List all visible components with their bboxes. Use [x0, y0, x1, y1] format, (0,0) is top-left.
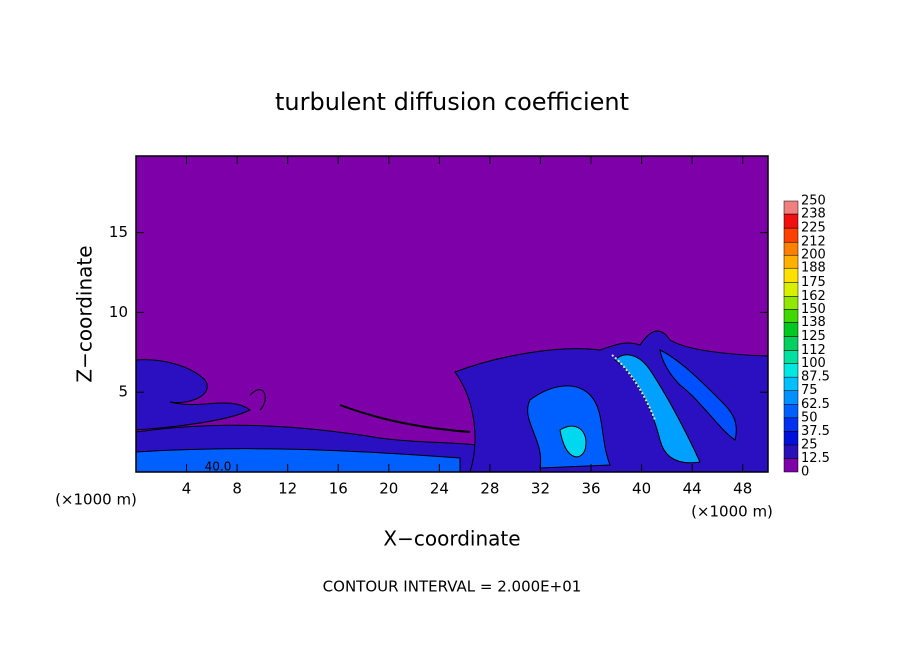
colorbar-label: 225 [801, 221, 826, 236]
x-tick-label: 32 [531, 480, 550, 498]
colorbar-segment [783, 417, 799, 432]
x-unit-label: (×1000 m) [691, 503, 773, 521]
x-tick-label: 20 [379, 480, 398, 498]
colorbar-label: 50 [801, 410, 818, 425]
colorbar-label: 175 [801, 275, 826, 290]
colorbar-label: 12.5 [801, 451, 830, 466]
colorbar-label: 162 [801, 289, 826, 304]
x-tick-label: 16 [329, 480, 348, 498]
colorbar-segment [783, 227, 799, 243]
y-tick-label: 15 [109, 223, 128, 241]
colorbar-segment [783, 350, 799, 364]
colorbar-segment [783, 376, 799, 391]
colorbar-segment [783, 404, 799, 419]
x-axis-title: X−coordinate [383, 527, 520, 551]
x-tick-label: 28 [480, 480, 499, 498]
contour-field [135, 156, 769, 473]
x-tick-label: 36 [581, 480, 600, 498]
y-tick-label: 5 [118, 383, 128, 401]
colorbar-segment [783, 200, 799, 215]
colorbar-label: 250 [801, 194, 826, 209]
footer-note: CONTOUR INTERVAL = 2.000E+01 [323, 578, 582, 596]
x-tick-label: 44 [683, 480, 702, 498]
colorbar-label: 138 [801, 315, 826, 330]
colorbar-segment [783, 296, 799, 310]
colorbar-segment [783, 363, 799, 378]
x-tick-label: 8 [232, 480, 242, 498]
colorbar-segment [783, 390, 799, 405]
x-tick-label: 48 [733, 480, 752, 498]
colorbar-segment [783, 241, 799, 256]
x-tick-label: 12 [278, 480, 297, 498]
colorbar-label: 62.5 [801, 397, 830, 412]
colorbar-segment [783, 458, 799, 473]
x-unit-label: (×1000 m) [55, 491, 137, 509]
y-tick-label: 10 [109, 303, 128, 321]
colorbar-segment [783, 444, 799, 459]
colorbar-label: 37.5 [801, 424, 830, 439]
y-axis-title: Z−coordinate [73, 245, 97, 382]
colorbar-label: 200 [801, 248, 826, 263]
colorbar-label: 212 [801, 235, 826, 250]
colorbar-segment [783, 431, 799, 446]
colorbar-segment [783, 336, 799, 351]
plot-frame [135, 155, 769, 473]
colorbar-label: 125 [801, 329, 826, 344]
colorbar-segment [783, 267, 799, 283]
colorbar-label: 25 [801, 437, 818, 452]
colorbar-segment [783, 309, 799, 323]
colorbar-segment [783, 282, 799, 297]
colorbar-label: 112 [801, 343, 826, 358]
x-tick-label: 24 [430, 480, 449, 498]
x-tick-label: 40 [632, 480, 651, 498]
colorbar-segment [783, 322, 799, 337]
colorbar-label: 0 [801, 465, 809, 480]
colorbar-label: 87.5 [801, 370, 830, 385]
x-tick-label: 4 [182, 480, 192, 498]
colorbar-label: 150 [801, 302, 826, 317]
colorbar-label: 75 [801, 383, 818, 398]
colorbar-label: 238 [801, 207, 826, 222]
colorbar-label: 100 [801, 356, 826, 371]
colorbar-label: 188 [801, 261, 826, 276]
chart-title: turbulent diffusion coefficient [275, 88, 629, 116]
colorbar-segment [783, 213, 799, 229]
contour-label: 40.0 [205, 460, 232, 474]
colorbar-segment [783, 254, 799, 269]
